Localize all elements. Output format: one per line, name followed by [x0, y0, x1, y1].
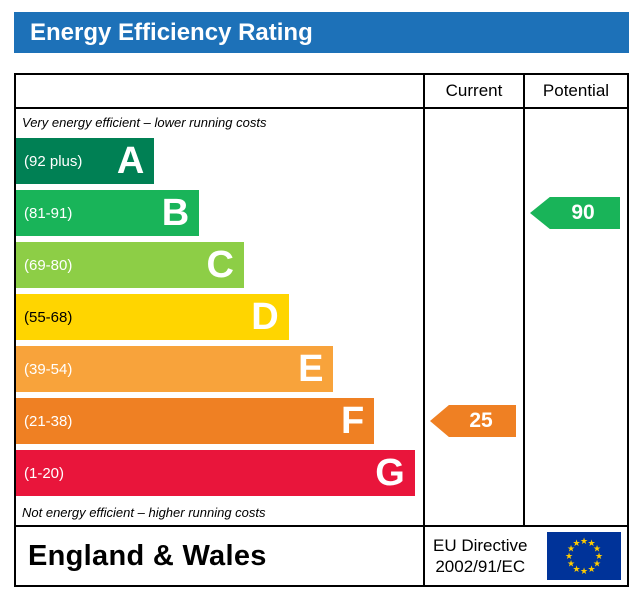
column-header-potential: Potential — [523, 75, 627, 107]
potential-rating-value: 90 — [571, 201, 595, 224]
region-label: England & Wales — [28, 539, 267, 572]
table-header-row: Current Potential — [16, 75, 627, 109]
current-rating-column: 25 — [423, 109, 523, 525]
potential-rating-arrow: 90 — [530, 197, 620, 229]
band-letter: D — [251, 296, 279, 338]
band-range-label: (21-38) — [24, 412, 73, 430]
band-range-label: (1-20) — [24, 464, 65, 482]
svg-text:★: ★ — [593, 559, 601, 569]
svg-text:★: ★ — [593, 544, 601, 554]
band-letter: F — [340, 400, 365, 442]
svg-text:★: ★ — [572, 564, 580, 574]
band-letter: E — [298, 348, 324, 390]
rating-bands: (92 plus) A (81-91) B (69-80) C (55-68) D (39-54… — [16, 135, 423, 499]
table-footer-row: England & Wales EU Directive 2002/91/EC … — [16, 525, 627, 585]
band-bar-e: (39-54) E — [16, 346, 334, 392]
eu-flag-icon: ★ ★★★★★★★★★★★ — [547, 532, 621, 580]
band-row-g: (1-20) G — [16, 447, 423, 499]
caption-bottom: Not energy efficient – higher running co… — [22, 504, 266, 520]
eu-directive-line2: 2002/91/EC — [435, 557, 526, 576]
current-rating-arrow: 25 — [430, 405, 516, 437]
eu-directive-line1: EU Directive — [433, 535, 528, 555]
svg-text:★: ★ — [567, 559, 575, 569]
band-row-f: (21-38) F — [16, 395, 423, 447]
band-row-a: (92 plus) A — [16, 135, 423, 187]
band-letter: A — [116, 140, 145, 182]
band-range-label: (92 plus) — [24, 152, 83, 170]
band-row-c: (69-80) C — [16, 239, 423, 291]
band-bar-g: (1-20) G — [16, 450, 415, 496]
band-bar-c: (69-80) C — [16, 242, 244, 288]
svg-text:★: ★ — [580, 566, 588, 576]
svg-text:★: ★ — [580, 536, 588, 546]
band-range-label: (39-54) — [24, 360, 73, 378]
svg-text:★: ★ — [572, 538, 580, 548]
potential-rating-column: 90 — [523, 109, 627, 525]
svg-text:★: ★ — [587, 538, 595, 548]
column-header-current: Current — [423, 75, 523, 107]
band-range-label: (55-68) — [24, 308, 73, 326]
band-letter: B — [161, 192, 190, 234]
eu-directive-area: EU Directive 2002/91/EC ★ ★ ★ ★ ★ ★ ★ ★ ★ ★ ★ ★ — [423, 527, 627, 585]
band-bar-f: (21-38) F — [16, 398, 375, 444]
band-bar-d: (55-68) D — [16, 294, 289, 340]
svg-text:★: ★ — [565, 551, 573, 561]
svg-text:★: ★ — [595, 551, 603, 561]
caption-top: Very energy efficient – lower running co… — [22, 114, 267, 130]
band-range-label: (69-80) — [24, 256, 73, 274]
svg-text:★: ★ — [587, 564, 595, 574]
band-range-label: (81-91) — [24, 204, 73, 222]
svg-text:★: ★ — [567, 544, 575, 554]
page-title: Energy Efficiency Rating — [14, 12, 629, 53]
chart-header-spacer — [16, 75, 423, 107]
page-title-text: Energy Efficiency Rating — [30, 18, 313, 46]
eu-directive-label: EU Directive 2002/91/EC — [433, 535, 527, 578]
rating-table: Current Potential Very energy efficient … — [14, 73, 629, 587]
band-row-b: (81-91) B — [16, 187, 423, 239]
band-bar-a: (92 plus) A — [16, 138, 155, 184]
band-row-e: (39-54) E — [16, 343, 423, 395]
table-body-row: Very energy efficient – lower running co… — [16, 109, 627, 525]
band-letter: G — [375, 452, 405, 494]
band-letter: C — [206, 244, 234, 286]
band-row-d: (55-68) D — [16, 291, 423, 343]
current-rating-value: 25 — [469, 409, 493, 432]
rating-bands-area: Very energy efficient – lower running co… — [16, 109, 423, 525]
band-bar-b: (81-91) B — [16, 190, 200, 236]
